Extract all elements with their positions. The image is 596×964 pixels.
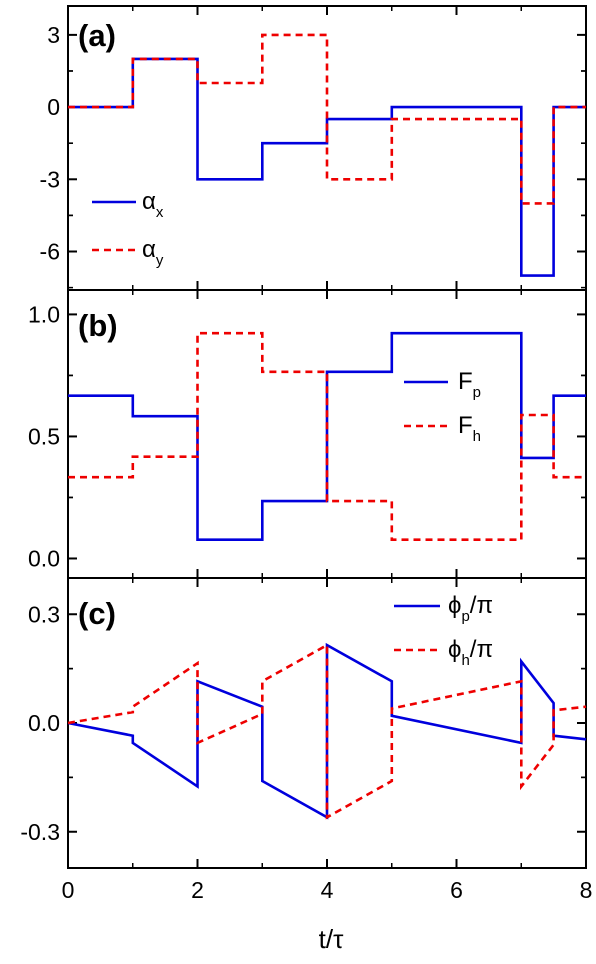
panel-3: 0.3 0.0 -0.3 (c) ϕp/π ϕh/π [20, 577, 587, 869]
legend-entry: ϕp/π [448, 592, 493, 625]
y-tick-label: 1.0 [28, 301, 60, 327]
y-tick-label: 0.0 [28, 545, 60, 571]
panel-label: (a) [78, 18, 116, 53]
panel-2: 1.0 0.5 0.0 (b) Fp Fh [28, 289, 587, 579]
legend-entry: αy [142, 236, 164, 269]
y-tick-label: 0 [47, 94, 60, 120]
y-tick-label: 0.5 [28, 423, 60, 449]
x-tick-label: 4 [321, 877, 334, 903]
series-line-dashed [68, 33, 586, 205]
legend: Fp Fh [404, 368, 481, 445]
y-tick-label: -6 [40, 238, 60, 264]
series-line-dashed [68, 331, 586, 542]
y-tick-label: 0.0 [28, 710, 60, 736]
legend-entry: Fh [458, 412, 481, 445]
x-tick-label: 2 [191, 877, 204, 903]
y-tick-label: -0.3 [20, 819, 60, 845]
x-tick-label: 8 [580, 877, 593, 903]
panel-label: (b) [78, 308, 118, 343]
legend: ϕp/π ϕh/π [394, 592, 493, 669]
panel-label: (c) [78, 596, 116, 631]
y-tick-label: -3 [40, 166, 60, 192]
legend-entry: Fp [458, 368, 481, 401]
legend-entry: αx [142, 188, 164, 221]
legend-entry: ϕh/π [448, 636, 493, 669]
y-tick-label: 3 [47, 22, 60, 48]
legend: αx αy [92, 188, 164, 269]
series-line-dashed [67, 642, 587, 820]
x-tick-label: 6 [450, 877, 463, 903]
x-tick-label: 0 [62, 877, 75, 903]
y-tick-label: 0.3 [28, 601, 60, 627]
panel-1: 3 0 -3 -6 (a) αx αy [40, 5, 587, 291]
x-axis-title: t/τ [319, 924, 344, 954]
